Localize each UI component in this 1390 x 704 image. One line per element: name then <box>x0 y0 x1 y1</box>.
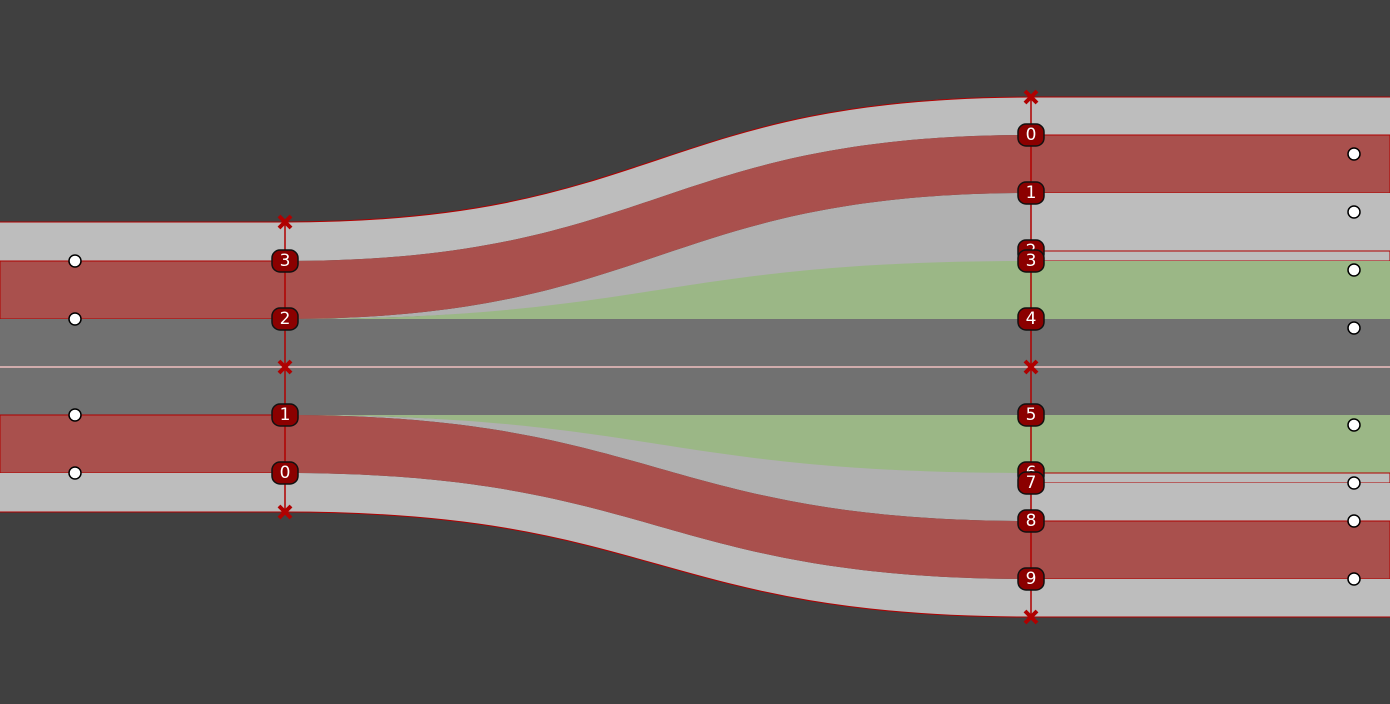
lane-badge[interactable] <box>271 403 299 427</box>
markers: 32100123456789 <box>68 89 1361 625</box>
lane-badge[interactable] <box>271 307 299 331</box>
edge-line <box>0 96 1390 223</box>
lane <box>0 473 285 512</box>
lane-handle[interactable] <box>1347 514 1361 528</box>
lane-label: 3 <box>1026 251 1037 271</box>
lane-handle[interactable] <box>1347 147 1361 161</box>
lane-label: 2 <box>280 309 291 329</box>
lane-handle[interactable] <box>1347 572 1361 586</box>
lane-transition <box>285 415 1031 579</box>
lane <box>1031 483 1390 521</box>
endpoint-marker[interactable] <box>277 359 293 375</box>
lane-handle[interactable] <box>68 254 82 268</box>
lane <box>0 414 286 474</box>
edge-line <box>0 511 1390 618</box>
lane-label: 7 <box>1026 473 1037 493</box>
endpoint-marker[interactable] <box>277 214 293 230</box>
lane-label: 3 <box>280 251 291 271</box>
endpoint-marker[interactable] <box>1023 89 1039 105</box>
lane-label: 5 <box>1026 405 1037 425</box>
lane <box>1031 193 1390 251</box>
lane <box>1031 319 1390 367</box>
lane-handle[interactable] <box>1347 321 1361 335</box>
lane-badge[interactable] <box>271 249 299 273</box>
lanes <box>0 96 1390 618</box>
lane-badge[interactable] <box>271 461 299 485</box>
lane-label: 0 <box>280 463 291 483</box>
lane-transition <box>285 135 1031 319</box>
lane <box>0 367 285 415</box>
endpoint-marker[interactable] <box>277 504 293 520</box>
lane-handle[interactable] <box>1347 418 1361 432</box>
lane <box>1031 579 1390 617</box>
lane-handle[interactable] <box>68 466 82 480</box>
lane-label: 4 <box>1026 309 1037 329</box>
endpoint-marker[interactable] <box>1023 609 1039 625</box>
lane-badge[interactable] <box>1017 123 1045 147</box>
lane-badge[interactable] <box>1017 471 1045 495</box>
lane <box>0 260 286 320</box>
lane-badge[interactable] <box>1017 403 1045 427</box>
lane <box>1031 415 1390 473</box>
lane-badge[interactable] <box>1017 181 1045 205</box>
lane-handle[interactable] <box>1347 476 1361 490</box>
lane-label: 0 <box>1026 125 1037 145</box>
lane-badge[interactable] <box>1017 307 1045 331</box>
lane <box>1030 520 1390 580</box>
lane-handle[interactable] <box>68 408 82 422</box>
lane-badge[interactable] <box>1017 249 1045 273</box>
lane <box>0 319 285 367</box>
lane-label: 9 <box>1026 569 1037 589</box>
lane-handle[interactable] <box>1347 263 1361 277</box>
lane <box>1030 472 1390 484</box>
lane-handle[interactable] <box>1347 205 1361 219</box>
lane-label: 8 <box>1026 511 1037 531</box>
lane-transition <box>285 415 1031 473</box>
lane-transition <box>285 261 1031 319</box>
lane <box>1031 261 1390 319</box>
lane-transition <box>285 473 1031 617</box>
lane-label: 1 <box>280 405 291 425</box>
lane-label: 1 <box>1026 183 1037 203</box>
endpoint-marker[interactable] <box>1023 359 1039 375</box>
lane <box>1030 250 1390 262</box>
lane <box>1031 367 1390 415</box>
lane <box>1030 134 1390 194</box>
lane-badge[interactable] <box>1017 567 1045 591</box>
lane <box>0 222 285 261</box>
lane-transition <box>285 97 1031 261</box>
lane <box>1031 97 1390 135</box>
lane-badge[interactable] <box>1017 509 1045 533</box>
lane-handle[interactable] <box>68 312 82 326</box>
